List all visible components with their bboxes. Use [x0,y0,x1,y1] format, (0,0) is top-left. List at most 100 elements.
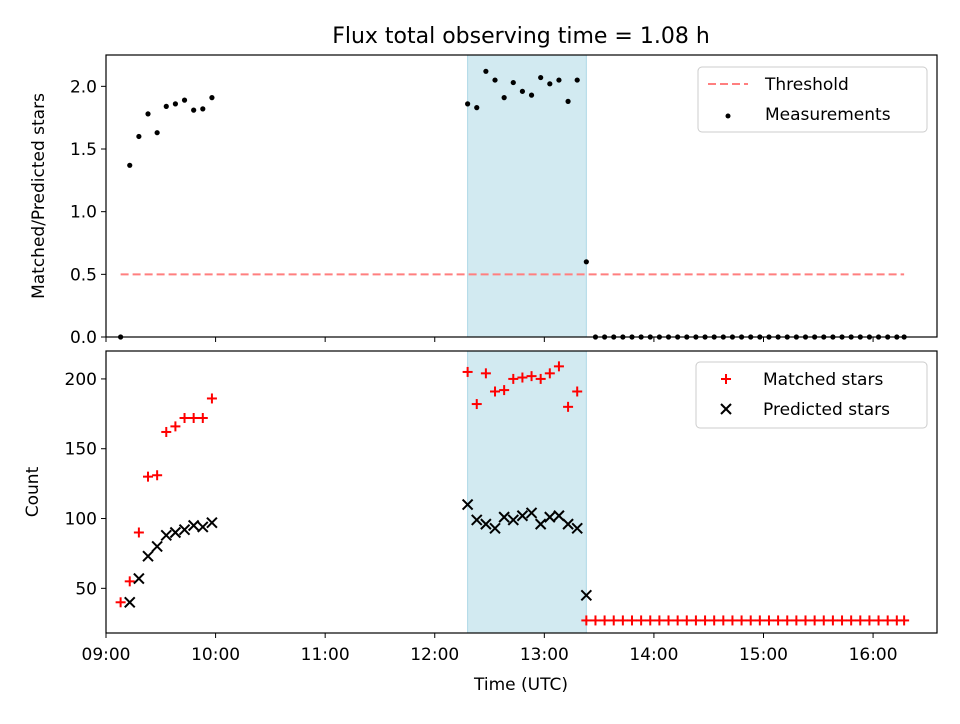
measurement-point [492,77,498,83]
predicted-legend-marker [720,403,732,415]
predicted-star-point [197,521,209,533]
bottom-y-tick-label: 50 [75,579,97,599]
matched-star-point [663,615,674,626]
matched-star-point [882,615,893,626]
top-legend-measurements: Measurements [765,105,891,125]
matched-star-point [846,615,857,626]
matched-star-point [718,615,729,626]
x-tick-label: 14:00 [629,645,678,665]
predicted-marker-b [571,522,583,535]
matched-star-point [899,615,910,626]
bottom-legend-matched: Matched stars [763,370,883,390]
bottom-legend-predicted: Predicted stars [763,400,890,420]
predicted-star-point [534,518,547,530]
predicted-star-point [461,498,474,511]
matched-star-point [873,615,884,626]
predicted-star-point [206,517,218,529]
matched-star-point [535,373,546,384]
x-tick-label: 16:00 [849,645,898,665]
predicted-star-point [169,526,182,539]
x-tick-label: 13:00 [520,645,569,665]
measurement-point [136,133,142,140]
predicted-marker-b [142,550,154,562]
measurement-point [583,259,589,265]
measurement-point [483,68,489,74]
matched-star-point [617,615,628,626]
bottom-y-tick-label: 100 [65,510,97,530]
bottom-y-tick-label: 200 [65,370,97,390]
matched-star-point [152,470,163,481]
predicted-star-point [151,540,163,553]
predicted-star-point [516,510,529,522]
predicted-star-point [178,523,191,536]
matched-star-point [855,615,866,626]
measurement-point [163,103,169,109]
top-panel: 0.00.51.01.52.0 Matched/Predicted stars … [29,54,938,348]
predicted-star-point [580,589,593,602]
predicted-marker-b [489,522,501,535]
top-y-tick-label: 1.5 [70,140,97,160]
top-y-tick-label: 2.0 [70,77,97,97]
matched-star-point [508,373,519,384]
measurement-point [510,79,516,86]
top-y-tick-label: 0.0 [70,328,97,348]
top-legend-box [697,66,928,133]
measurement-point [501,95,507,101]
measurement-point [200,106,206,112]
predicted-star-point [133,572,145,585]
predicted-marker-b [160,529,172,541]
predicted-star-point [160,529,172,541]
top-highlight-span [467,54,587,338]
top-y-tick-label: 1.0 [70,203,97,223]
matched-star-point [727,615,738,626]
predicted-star-point [544,511,556,523]
x-tick-label: 11:00 [301,645,350,665]
predicted-marker-b [169,526,182,539]
matched-star-point [553,361,564,372]
top-legend-threshold: Threshold [764,75,849,95]
matched-star-point [864,615,875,626]
matched-star-point [754,615,765,626]
matched-star-point [581,615,592,626]
matched-star-point [188,413,199,424]
x-tick-label: 15:00 [739,645,788,665]
matched-star-point [133,527,144,538]
matched-star-point [690,615,701,626]
bottom-legend-box [695,361,928,429]
predicted-marker-b [544,511,556,523]
predicted-marker-b [471,514,483,526]
matched-star-point [745,615,756,626]
measurement-point [465,101,471,107]
matched-star-point [143,471,154,482]
predicted-legend-swatch [720,403,732,415]
top-plot-frame [105,54,938,338]
chart-title: Flux total observing time = 1.08 h [332,24,710,49]
x-tick-label: 10:00 [191,645,240,665]
matched-star-point [736,615,747,626]
measurement-point [209,95,215,101]
predicted-star-point [571,522,583,535]
predicted-marker-b [187,519,200,532]
bottom-y-tick-label: 150 [65,440,97,460]
matched-star-point [480,368,491,379]
measurement-point [191,107,197,113]
predicted-marker-b [178,523,191,536]
x-tick-label: 09:00 [82,645,131,665]
predicted-marker-b [133,572,145,585]
matched-star-point [115,597,126,608]
measurement-point [547,81,553,87]
matched-star-point [700,615,711,626]
matched-star-point [827,615,838,626]
measurement-point [556,77,562,83]
matched-star-point [791,615,802,626]
measurement-point [519,88,526,94]
matched-star-point [572,386,583,397]
predicted-marker-b [534,518,547,530]
predicted-star-point [480,518,492,530]
matched-star-point [672,615,683,626]
matched-star-point [161,426,172,437]
matched-star-point [179,413,190,424]
matched-star-point [563,401,574,412]
matched-legend-marker [721,374,731,384]
